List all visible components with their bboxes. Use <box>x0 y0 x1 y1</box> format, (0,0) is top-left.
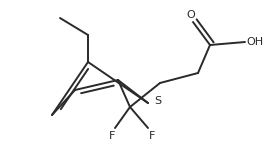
Text: F: F <box>109 131 115 141</box>
Text: O: O <box>187 10 195 20</box>
Text: S: S <box>155 96 162 106</box>
Text: F: F <box>149 131 155 141</box>
Text: OH: OH <box>246 37 264 47</box>
